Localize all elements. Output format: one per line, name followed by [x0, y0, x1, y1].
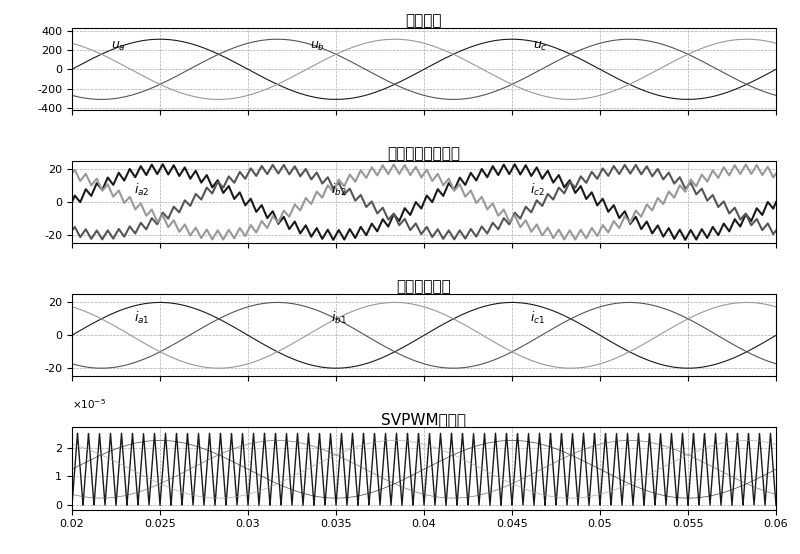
Text: $\times 10^{-5}$: $\times 10^{-5}$	[72, 397, 106, 411]
Title: 逃变桥侧电感电流: 逃变桥侧电感电流	[387, 146, 461, 161]
Text: $u_a$: $u_a$	[110, 40, 126, 53]
Text: $u_b$: $u_b$	[310, 40, 325, 53]
Title: 网侧入网电流: 网侧入网电流	[397, 279, 451, 294]
Text: $u_c$: $u_c$	[533, 40, 548, 53]
Title: 电网电压: 电网电压	[406, 13, 442, 28]
Text: $i_{a2}$: $i_{a2}$	[134, 182, 149, 198]
Text: $i_{a1}$: $i_{a1}$	[134, 310, 149, 326]
Title: SVPWM调制波: SVPWM调制波	[382, 412, 466, 428]
Text: $i_{b1}$: $i_{b1}$	[330, 310, 346, 326]
Text: $i_{c1}$: $i_{c1}$	[530, 310, 545, 326]
Text: $i_{c2}$: $i_{c2}$	[530, 182, 545, 198]
Text: $i_{b2}$: $i_{b2}$	[330, 182, 346, 198]
